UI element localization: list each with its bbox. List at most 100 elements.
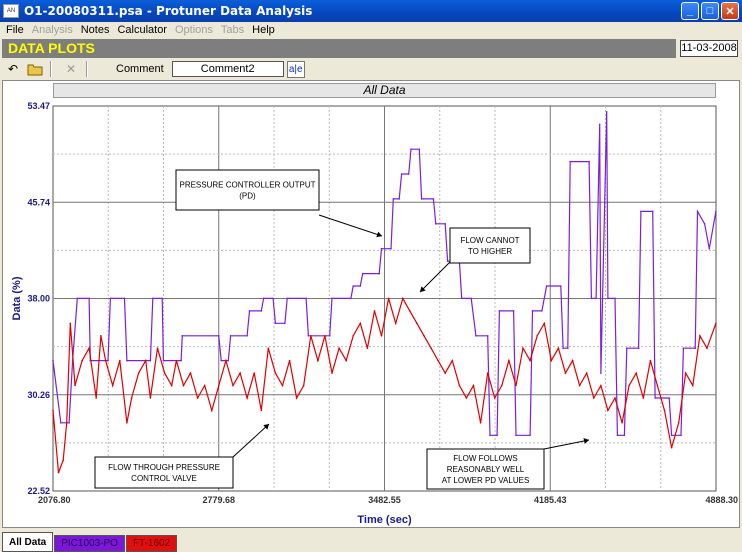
x-tick-label: 4185.43 [534,495,567,505]
data-point [394,322,397,325]
x-tick-label: 2076.80 [38,495,71,505]
data-point [649,359,652,362]
tab-ft-1602[interactable]: FT-1602 [125,535,178,552]
data-point [640,210,642,213]
data-point [654,397,656,399]
data-point [585,372,588,374]
menu-tabs[interactable]: Tabs [220,24,245,36]
comment-input[interactable]: Comment2 [171,61,284,77]
data-point [512,310,515,312]
data-point [152,297,154,300]
tab-all-data[interactable]: All Data [2,532,54,552]
data-point [350,297,352,300]
data-point [119,359,121,362]
annotation-text: FLOW FOLLOWS [453,454,517,463]
data-point [600,384,602,387]
menu-options[interactable]: Options [174,24,213,36]
menu-calculator[interactable]: Calculator [117,24,167,36]
data-point [588,160,590,163]
data-point [541,310,543,312]
data-point [677,422,680,424]
data-point [144,359,147,362]
delete-icon[interactable]: ✕ [65,62,77,76]
data-point [149,397,152,399]
data-point [373,310,376,312]
x-tick-label: 4888.30 [705,495,738,505]
menu-notes[interactable]: Notes [80,24,110,36]
data-point [489,434,491,437]
menu-help[interactable]: Help [252,24,275,36]
spellcheck-button[interactable]: a|e [286,60,305,78]
date-field[interactable]: 11-03-2008 [680,40,738,57]
data-point [366,347,369,350]
data-point [696,210,699,213]
data-point [550,359,553,362]
data-point [614,297,616,300]
toolbar: ↶ ✕ Comment Comment2 a|e [0,59,742,79]
data-point [149,359,152,362]
minimize-button[interactable]: _ [681,2,699,20]
data-point [545,285,548,287]
title-bar[interactable]: AN O1-20080311.psa - Protuner Data Analy… [0,0,742,22]
data-point [536,335,538,337]
menu-analysis[interactable]: Analysis [31,24,73,36]
maximize-button[interactable]: □ [701,2,719,20]
data-point [486,335,489,337]
data-point [81,359,83,362]
data-point [423,335,425,337]
y-tick-label: 22.52 [27,486,50,496]
data-point [307,335,310,337]
data-point [60,422,62,424]
annotation-text: TO HIGHER [468,247,513,256]
annotation-box [449,227,531,264]
data-point [472,384,475,387]
annotation-box [175,169,320,211]
data-point [706,347,708,350]
data-point [88,297,90,300]
data-point [668,397,670,399]
tab-pic1003-po[interactable]: PIC1003-PO [54,535,125,552]
x-axis-label: Time (sec) [357,514,412,526]
data-point [590,297,593,300]
data-point [531,310,534,312]
chart-title: All Data [53,83,716,98]
data-point [246,335,248,337]
data-point [65,422,68,424]
data-point [253,372,255,374]
data-point [708,247,711,250]
data-point [203,384,206,387]
data-point [680,434,682,437]
y-tick-label: 53.47 [27,101,50,111]
data-point [181,335,184,337]
data-point [317,359,319,362]
data-point [229,335,232,337]
data-point [104,359,107,362]
menu-file[interactable]: File [6,24,24,36]
annotation-text: PRESSURE CONTROLLER OUTPUT [179,181,315,190]
data-point [543,322,546,325]
annotation-text: REASONABLY WELL [447,465,525,474]
annotation-arrowhead [263,424,269,430]
data-point [100,335,102,337]
data-point [260,409,263,412]
data-point [656,384,659,387]
close-button[interactable]: ✕ [721,2,739,20]
app-icon: AN [3,4,19,18]
data-point [416,322,418,325]
data-point [642,397,645,399]
data-point [180,359,182,362]
data-point [126,359,128,362]
data-point [310,335,312,337]
y-tick-label: 30.26 [27,390,50,400]
data-point [628,384,630,387]
data-point [409,310,411,312]
data-point [430,347,432,350]
data-point [189,372,192,374]
data-point [286,297,289,300]
open-folder-icon[interactable] [26,60,44,78]
data-point [498,310,501,312]
data-point [475,335,477,337]
undo-icon[interactable]: ↶ [7,62,19,76]
data-point [262,297,265,300]
